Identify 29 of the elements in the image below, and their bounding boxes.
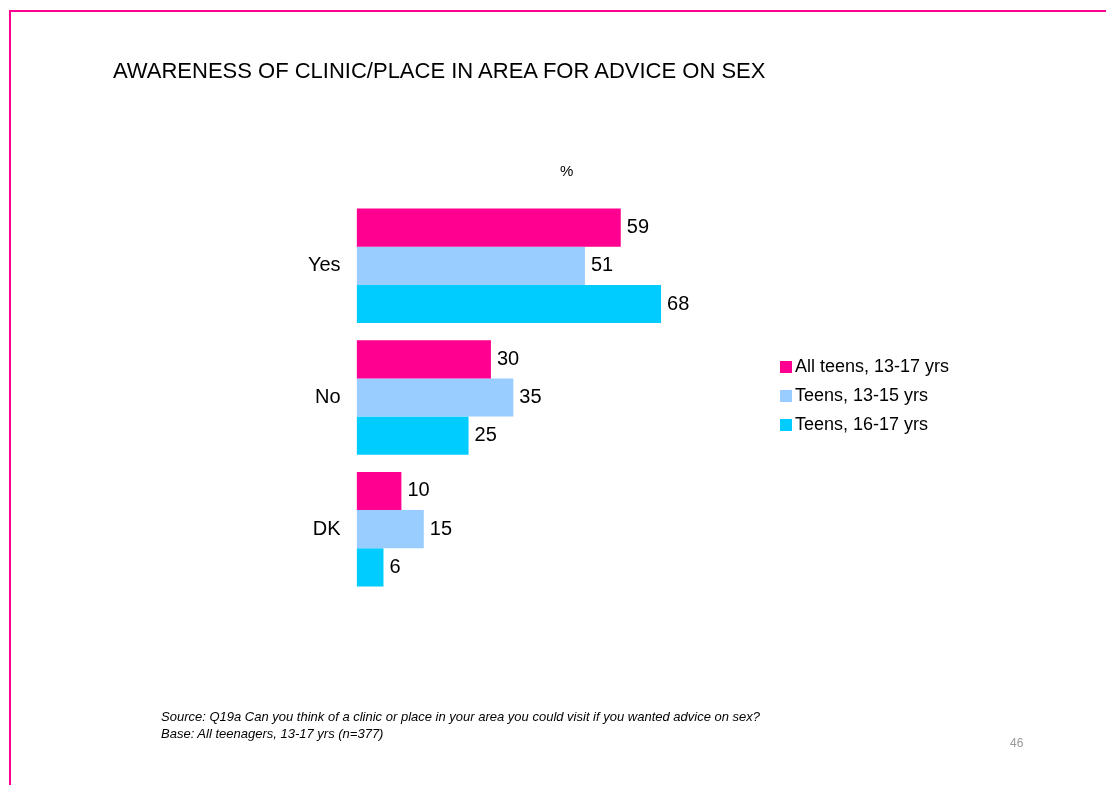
data-label: 30 <box>496 346 520 369</box>
bar <box>356 378 514 417</box>
data-label: 10 <box>407 478 430 501</box>
bar <box>356 548 384 587</box>
bar <box>356 208 621 247</box>
data-label: 68 <box>667 291 690 314</box>
bar <box>356 471 402 511</box>
data-label: 51 <box>590 253 614 276</box>
x-axis-title: % <box>560 162 574 179</box>
legend-label: Teens, 13-15 yrs <box>795 385 929 405</box>
source-note: Source: Q19a Can you think of a clinic or place in your area you could visit if you wanted advice on sex? <box>161 708 761 725</box>
bar <box>356 284 662 324</box>
text: 46 <box>1010 736 1024 750</box>
data-label: 59 <box>626 215 650 238</box>
legend-label: All teens, 13-17 yrs <box>795 356 950 376</box>
bar <box>356 416 469 455</box>
bar <box>356 246 585 285</box>
data-label: 35 <box>519 385 542 408</box>
y-tick-label: DK <box>312 516 342 539</box>
y-tick-label: No <box>315 385 341 408</box>
text: Base: All teenagers, 13-17 yrs (n=377) <box>161 725 385 742</box>
chart-title: AWARENESS OF CLINIC/PLACE IN AREA FOR ADVICE ON SEX <box>113 58 766 84</box>
data-label: 25 <box>474 423 497 446</box>
data-label: 6 <box>389 554 401 577</box>
bar <box>356 510 424 549</box>
y-tick-label: Yes <box>307 253 341 276</box>
data-label: 15 <box>429 516 453 539</box>
legend-label: Teens, 16-17 yrs <box>795 414 929 434</box>
bar <box>356 340 491 379</box>
